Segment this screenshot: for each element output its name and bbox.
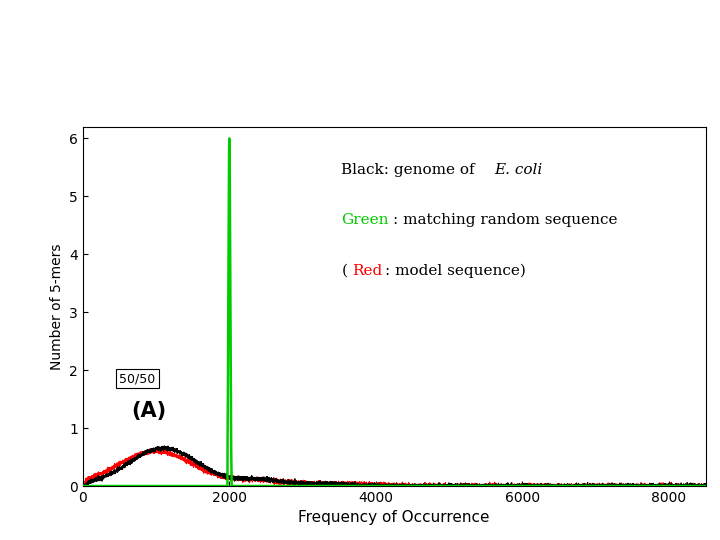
Text: Red: Red [353,264,383,278]
X-axis label: Frequency of Occurrence: Frequency of Occurrence [299,510,490,525]
Text: E. coli: E. coli [494,163,542,177]
Text: 50/50: 50/50 [120,373,156,386]
Text: Green: Green [341,213,389,227]
Text: random sequences: random sequences [212,77,508,105]
Text: (: ( [341,264,347,278]
Y-axis label: Number of 5-mers: Number of 5-mers [50,243,63,370]
Text: : matching random sequence: : matching random sequence [393,213,618,227]
Text: Black: genome of: Black: genome of [341,163,480,177]
Text: Huge difference between genomes and: Huge difference between genomes and [52,23,668,51]
Text: (A): (A) [131,401,166,421]
Text: : model sequence): : model sequence) [385,264,526,278]
